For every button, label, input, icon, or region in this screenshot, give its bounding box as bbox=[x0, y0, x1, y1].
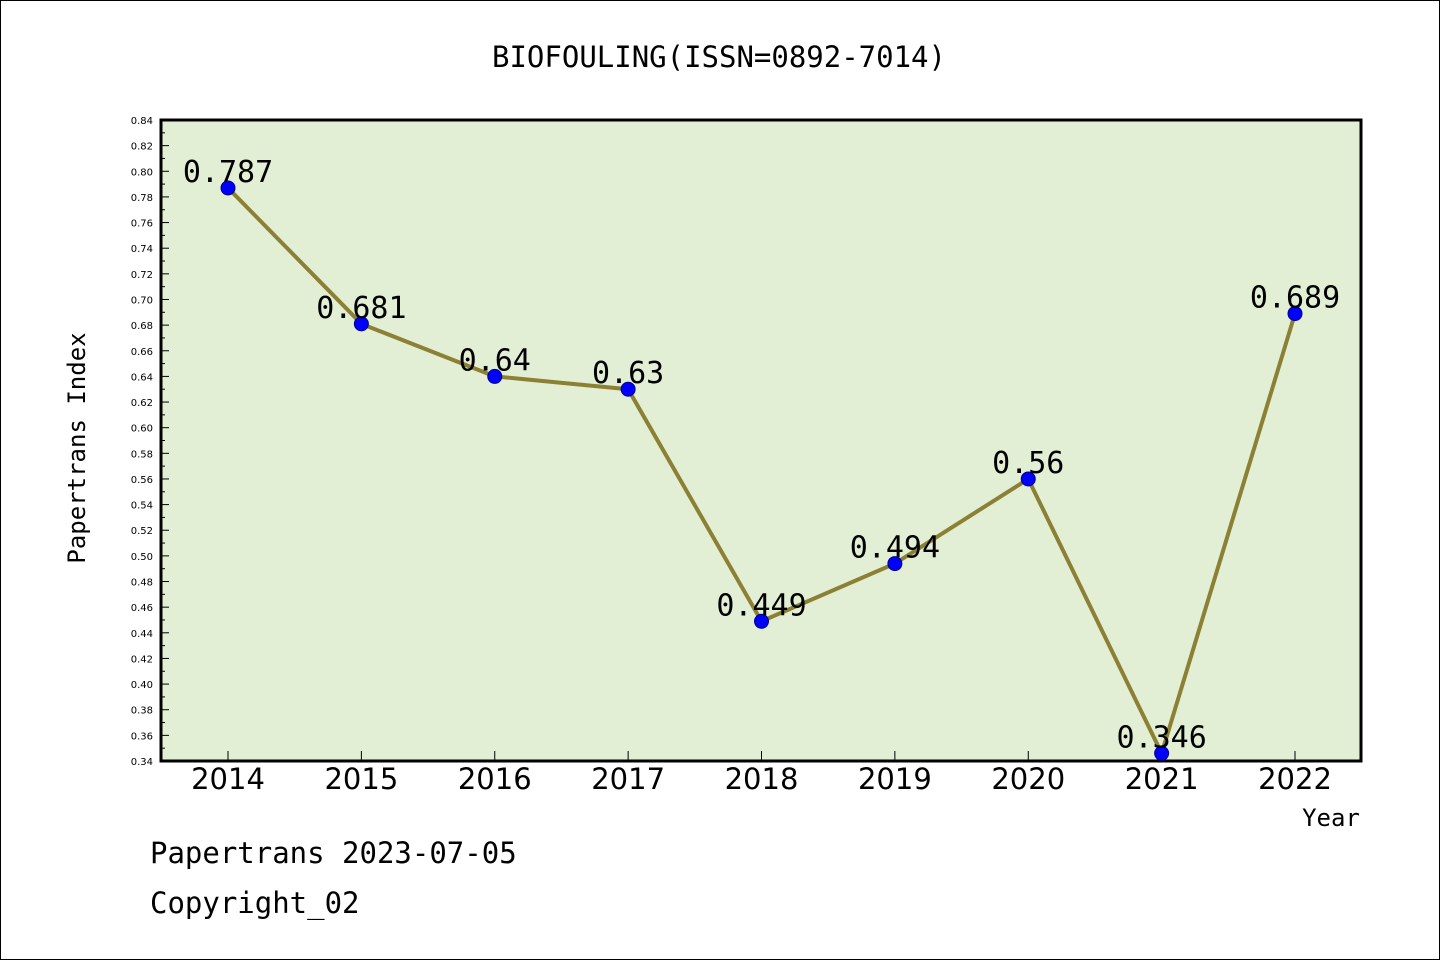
y-tick-label: 0.72 bbox=[131, 270, 153, 281]
y-tick-label: 0.34 bbox=[131, 757, 153, 768]
x-tick-label: 2018 bbox=[725, 762, 799, 796]
data-label: 0.63 bbox=[592, 356, 664, 391]
x-tick-label: 2022 bbox=[1258, 762, 1332, 796]
y-tick-label: 0.82 bbox=[131, 142, 153, 153]
x-axis: 2014 2015 2016 2017 2018 2019 2020 2021 2022 bbox=[191, 751, 1332, 796]
y-axis: 0.34 0.36 0.38 0.40 0.42 0.44 0.46 0.48 0.50 0.52… bbox=[131, 116, 169, 768]
data-label: 0.56 bbox=[992, 446, 1064, 481]
y-tick-label: 0.52 bbox=[131, 526, 153, 537]
data-label: 0.689 bbox=[1250, 281, 1340, 316]
footer-copyright: Copyright_02 bbox=[150, 886, 360, 921]
x-tick-label: 2021 bbox=[1125, 762, 1199, 796]
data-point bbox=[1287, 306, 1303, 322]
y-axis-label: Papertrans Index bbox=[63, 332, 91, 563]
y-tick-label: 0.64 bbox=[131, 372, 153, 383]
y-tick-label: 0.44 bbox=[131, 629, 153, 640]
y-tick-label: 0.78 bbox=[131, 193, 153, 204]
y-tick-label: 0.54 bbox=[131, 501, 153, 512]
series-group: 0.787 0.681 0.64 0.63 0.449 0.494 0.56 0.346 0.6… bbox=[183, 155, 1340, 761]
data-label: 0.346 bbox=[1116, 720, 1206, 755]
y-tick-label: 0.76 bbox=[131, 219, 153, 230]
y-tick-label: 0.62 bbox=[131, 398, 153, 409]
y-tick-label: 0.80 bbox=[131, 167, 153, 178]
data-point bbox=[887, 556, 903, 572]
x-tick-label: 2014 bbox=[191, 762, 265, 796]
data-point bbox=[620, 381, 636, 397]
plot-area bbox=[159, 118, 1363, 763]
y-tick-label: 0.60 bbox=[131, 424, 153, 435]
y-tick-label: 0.58 bbox=[131, 449, 153, 460]
data-label: 0.681 bbox=[316, 291, 406, 326]
y-tick-label: 0.36 bbox=[131, 731, 153, 742]
data-point bbox=[1154, 745, 1170, 761]
data-point bbox=[487, 368, 503, 384]
data-point bbox=[754, 613, 769, 629]
data-label: 0.64 bbox=[459, 343, 531, 378]
x-tick-label: 2015 bbox=[324, 762, 398, 796]
data-point bbox=[220, 180, 236, 196]
y-tick-label: 0.66 bbox=[131, 347, 153, 358]
footer-date: Papertrans 2023-07-05 bbox=[150, 836, 517, 870]
data-label: 0.787 bbox=[183, 155, 273, 190]
x-tick-label: 2020 bbox=[991, 762, 1065, 796]
y-tick-label: 0.68 bbox=[131, 321, 153, 332]
y-tick-label: 0.38 bbox=[131, 706, 153, 717]
y-tick-label: 0.56 bbox=[131, 475, 153, 486]
y-tick-label: 0.70 bbox=[131, 295, 153, 306]
y-tick-label: 0.74 bbox=[131, 244, 153, 255]
data-label: 0.494 bbox=[850, 531, 940, 566]
x-axis-label: Year bbox=[1302, 804, 1360, 832]
data-label: 0.449 bbox=[716, 588, 806, 623]
chart-title: BIOFOULING(ISSN=0892-7014) bbox=[492, 40, 946, 74]
x-tick-label: 2017 bbox=[591, 762, 665, 796]
data-point bbox=[1020, 471, 1036, 487]
y-tick-label: 0.48 bbox=[131, 578, 153, 589]
y-tick-label: 0.84 bbox=[131, 116, 153, 127]
y-tick-label: 0.42 bbox=[131, 654, 153, 665]
y-tick-label: 0.46 bbox=[131, 603, 153, 614]
y-tick-label: 0.50 bbox=[131, 552, 153, 563]
y-tick-label: 0.40 bbox=[131, 680, 153, 691]
data-point bbox=[353, 316, 369, 332]
x-tick-label: 2019 bbox=[858, 762, 932, 796]
x-tick-label: 2016 bbox=[458, 762, 532, 796]
